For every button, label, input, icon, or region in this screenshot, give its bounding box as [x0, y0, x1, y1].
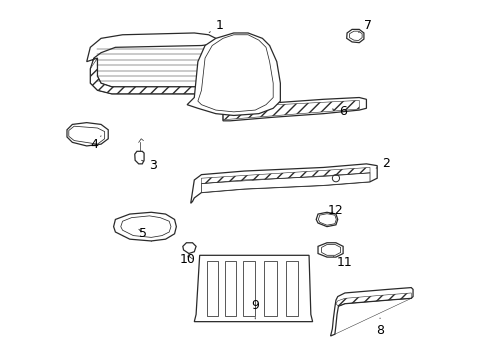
Text: 2: 2	[375, 157, 389, 170]
Polygon shape	[86, 33, 215, 94]
Polygon shape	[69, 126, 104, 144]
Polygon shape	[223, 98, 366, 121]
Text: 7: 7	[358, 19, 371, 32]
Polygon shape	[321, 244, 340, 255]
Polygon shape	[194, 255, 312, 321]
Text: 12: 12	[326, 204, 343, 217]
Polygon shape	[201, 173, 369, 193]
Text: 11: 11	[333, 256, 351, 269]
Text: 6: 6	[332, 105, 346, 118]
Polygon shape	[316, 212, 337, 226]
Polygon shape	[330, 288, 412, 336]
Polygon shape	[346, 30, 363, 42]
Text: 3: 3	[142, 159, 157, 172]
Polygon shape	[224, 261, 235, 316]
Polygon shape	[317, 243, 343, 257]
Text: 8: 8	[375, 318, 383, 337]
Polygon shape	[206, 261, 217, 316]
Polygon shape	[67, 123, 108, 146]
Polygon shape	[113, 212, 176, 241]
Polygon shape	[242, 261, 255, 316]
Polygon shape	[183, 243, 196, 253]
Polygon shape	[264, 261, 276, 316]
Text: 9: 9	[251, 299, 259, 319]
Polygon shape	[190, 164, 376, 203]
Polygon shape	[318, 214, 336, 225]
Polygon shape	[349, 31, 362, 41]
Polygon shape	[285, 261, 298, 316]
Polygon shape	[198, 35, 273, 112]
Polygon shape	[135, 151, 144, 164]
Text: 1: 1	[209, 19, 223, 32]
Polygon shape	[187, 33, 280, 116]
Text: 4: 4	[90, 136, 101, 150]
Text: 5: 5	[139, 227, 147, 240]
Polygon shape	[121, 216, 171, 237]
Text: 10: 10	[179, 253, 195, 266]
